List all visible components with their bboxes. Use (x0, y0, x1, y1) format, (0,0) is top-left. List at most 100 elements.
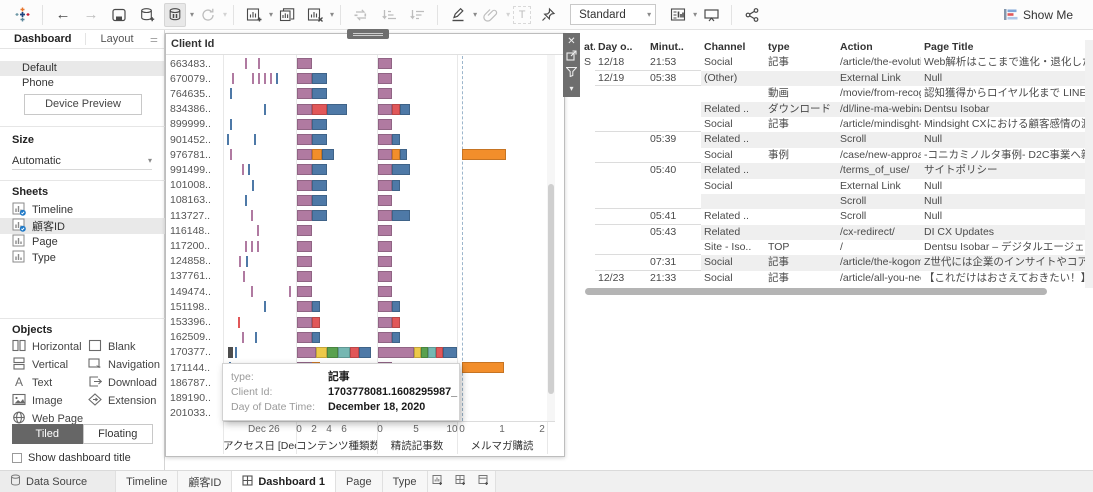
bottom-tab-data-source[interactable]: Data Source (0, 471, 117, 492)
content_types-bar-segment[interactable] (297, 134, 312, 146)
timeline-mark[interactable] (269, 73, 272, 85)
pin-icon[interactable] (537, 3, 559, 27)
bottom-tab-顧客id[interactable]: 顧客ID (178, 471, 233, 492)
redo-icon[interactable]: → (83, 6, 99, 23)
content_types-bar-segment[interactable] (358, 346, 371, 358)
timeline-mark[interactable] (263, 73, 266, 85)
object-item-image[interactable]: Image (12, 392, 88, 410)
content_types-bar-segment[interactable] (312, 88, 327, 100)
bottom-tab-timeline[interactable]: Timeline (116, 471, 179, 492)
content_types-bar-segment[interactable] (297, 103, 312, 115)
refresh-icon[interactable] (197, 3, 219, 27)
timeline-mark[interactable] (226, 134, 229, 146)
read_articles-bar-segment[interactable] (392, 210, 411, 222)
attach-icon[interactable] (480, 3, 502, 27)
content_types-bar-segment[interactable] (321, 149, 334, 161)
table-row[interactable]: Site - Iso.. TOP / Dentsu Isobar – デジタルエージェ… (581, 240, 1085, 256)
read_articles-bar-segment[interactable] (399, 149, 407, 161)
content_types-bar-segment[interactable] (297, 118, 312, 130)
timeline-mark[interactable] (243, 270, 246, 282)
timeline-mark[interactable] (263, 103, 266, 115)
use-as-filter-icon[interactable] (565, 67, 578, 80)
table-horizontal-scrollbar[interactable] (585, 288, 1047, 295)
read_articles-bar-segment[interactable] (378, 346, 414, 358)
table-row[interactable]: Social External Link Null (581, 179, 1085, 194)
read_articles-bar-segment[interactable] (392, 179, 400, 191)
timeline-mark[interactable] (275, 73, 278, 85)
content_types-bar-segment[interactable] (312, 301, 320, 313)
content_types-bar-segment[interactable] (312, 73, 327, 85)
pause-updates-icon[interactable] (164, 2, 186, 27)
timeline-mark[interactable] (241, 331, 244, 343)
read_articles-bar-segment[interactable] (392, 103, 400, 115)
device-preview-button[interactable]: Device Preview (24, 94, 142, 115)
timeline-mark[interactable] (247, 164, 250, 176)
tab-layout[interactable]: Layout (85, 33, 147, 45)
timeline-mark[interactable] (228, 346, 234, 358)
content_types-bar-segment[interactable] (297, 88, 312, 100)
chart-scroll-thumb[interactable] (548, 184, 554, 394)
object-item-horizontal[interactable]: Horizontal (12, 338, 88, 356)
content_types-bar-segment[interactable] (297, 316, 312, 328)
sheet-item-Page[interactable]: Page (0, 234, 165, 250)
content_types-bar-segment[interactable] (297, 210, 312, 222)
object-item-text[interactable]: A Text (12, 374, 88, 392)
timeline-mark[interactable] (230, 118, 233, 130)
floating-button[interactable]: Floating (82, 424, 153, 444)
timeline-mark[interactable] (258, 58, 261, 69)
newsletter-bar-segment[interactable] (462, 149, 506, 161)
read_articles-bar-segment[interactable] (378, 134, 393, 146)
content_types-bar-segment[interactable] (297, 240, 312, 252)
timeline-mark[interactable] (253, 134, 256, 146)
object-item-extension[interactable]: Extension (88, 392, 160, 410)
read_articles-bar-segment[interactable] (399, 103, 411, 115)
object-item-download[interactable]: Download (88, 374, 160, 392)
timeline-mark[interactable] (237, 316, 240, 328)
read_articles-bar-segment[interactable] (378, 164, 393, 176)
share-icon[interactable] (741, 3, 763, 27)
content_types-bar-segment[interactable] (312, 210, 327, 222)
read_articles-bar-segment[interactable] (414, 346, 422, 358)
content_types-bar-segment[interactable] (312, 331, 320, 343)
timeline-mark[interactable] (230, 149, 233, 161)
table-row[interactable]: Social 記事/article/mindisght-.. Mindsight C… (581, 117, 1085, 133)
content_types-bar-segment[interactable] (297, 194, 312, 206)
timeline-mark[interactable] (250, 286, 253, 298)
timeline-mark[interactable] (230, 88, 233, 100)
sort-asc-icon[interactable] (378, 3, 400, 27)
save-icon[interactable] (108, 3, 130, 27)
table-right-scroll-track[interactable] (1085, 40, 1093, 288)
close-icon[interactable]: ✕ (567, 36, 576, 47)
content_types-bar-segment[interactable] (338, 346, 350, 358)
content_types-bar-segment[interactable] (297, 149, 312, 161)
timeline-mark[interactable] (258, 73, 261, 85)
presentation-icon[interactable] (700, 3, 722, 27)
pause-updates-caret[interactable]: ▾ (190, 10, 195, 19)
new-worksheet-tab-icon[interactable] (432, 474, 445, 490)
content_types-bar-segment[interactable] (297, 225, 312, 237)
timeline-mark[interactable] (234, 346, 237, 358)
timeline-mark[interactable] (244, 194, 247, 206)
read_articles-bar-segment[interactable] (378, 225, 393, 237)
read_articles-bar-segment[interactable] (428, 346, 436, 358)
table-row[interactable]: 12/23 21:33 Social 記事/article/all-you-nee..… (581, 271, 1085, 286)
table-row[interactable]: 05:39 Related .. Scroll Null (581, 132, 1085, 148)
timeline-mark[interactable] (231, 73, 234, 85)
window-drag-handle[interactable] (347, 29, 389, 39)
undo-icon[interactable]: ← (55, 6, 71, 23)
read_articles-bar-segment[interactable] (442, 346, 458, 358)
clear-sheet-caret[interactable]: ▾ (330, 10, 335, 19)
size-select[interactable]: Automatic ▾ (12, 152, 152, 170)
read_articles-bar-segment[interactable] (392, 301, 400, 313)
content_types-bar-segment[interactable] (312, 118, 327, 130)
bottom-tab-dashboard-1[interactable]: Dashboard 1 (232, 471, 336, 492)
show-labels-icon[interactable] (667, 3, 689, 27)
add-data-icon[interactable] (136, 3, 158, 27)
device-item-phone[interactable]: Phone (22, 77, 54, 89)
sheet-item-Type[interactable]: Type (0, 250, 165, 266)
read_articles-bar-segment[interactable] (378, 270, 393, 282)
tableau-logo[interactable] (11, 3, 33, 27)
read_articles-bar-segment[interactable] (392, 134, 400, 146)
sheet-window[interactable]: ✕ ▾ Client Id 663483.. 670079.. 764635.. 83… (165, 29, 580, 457)
timeline-mark[interactable] (244, 58, 247, 69)
